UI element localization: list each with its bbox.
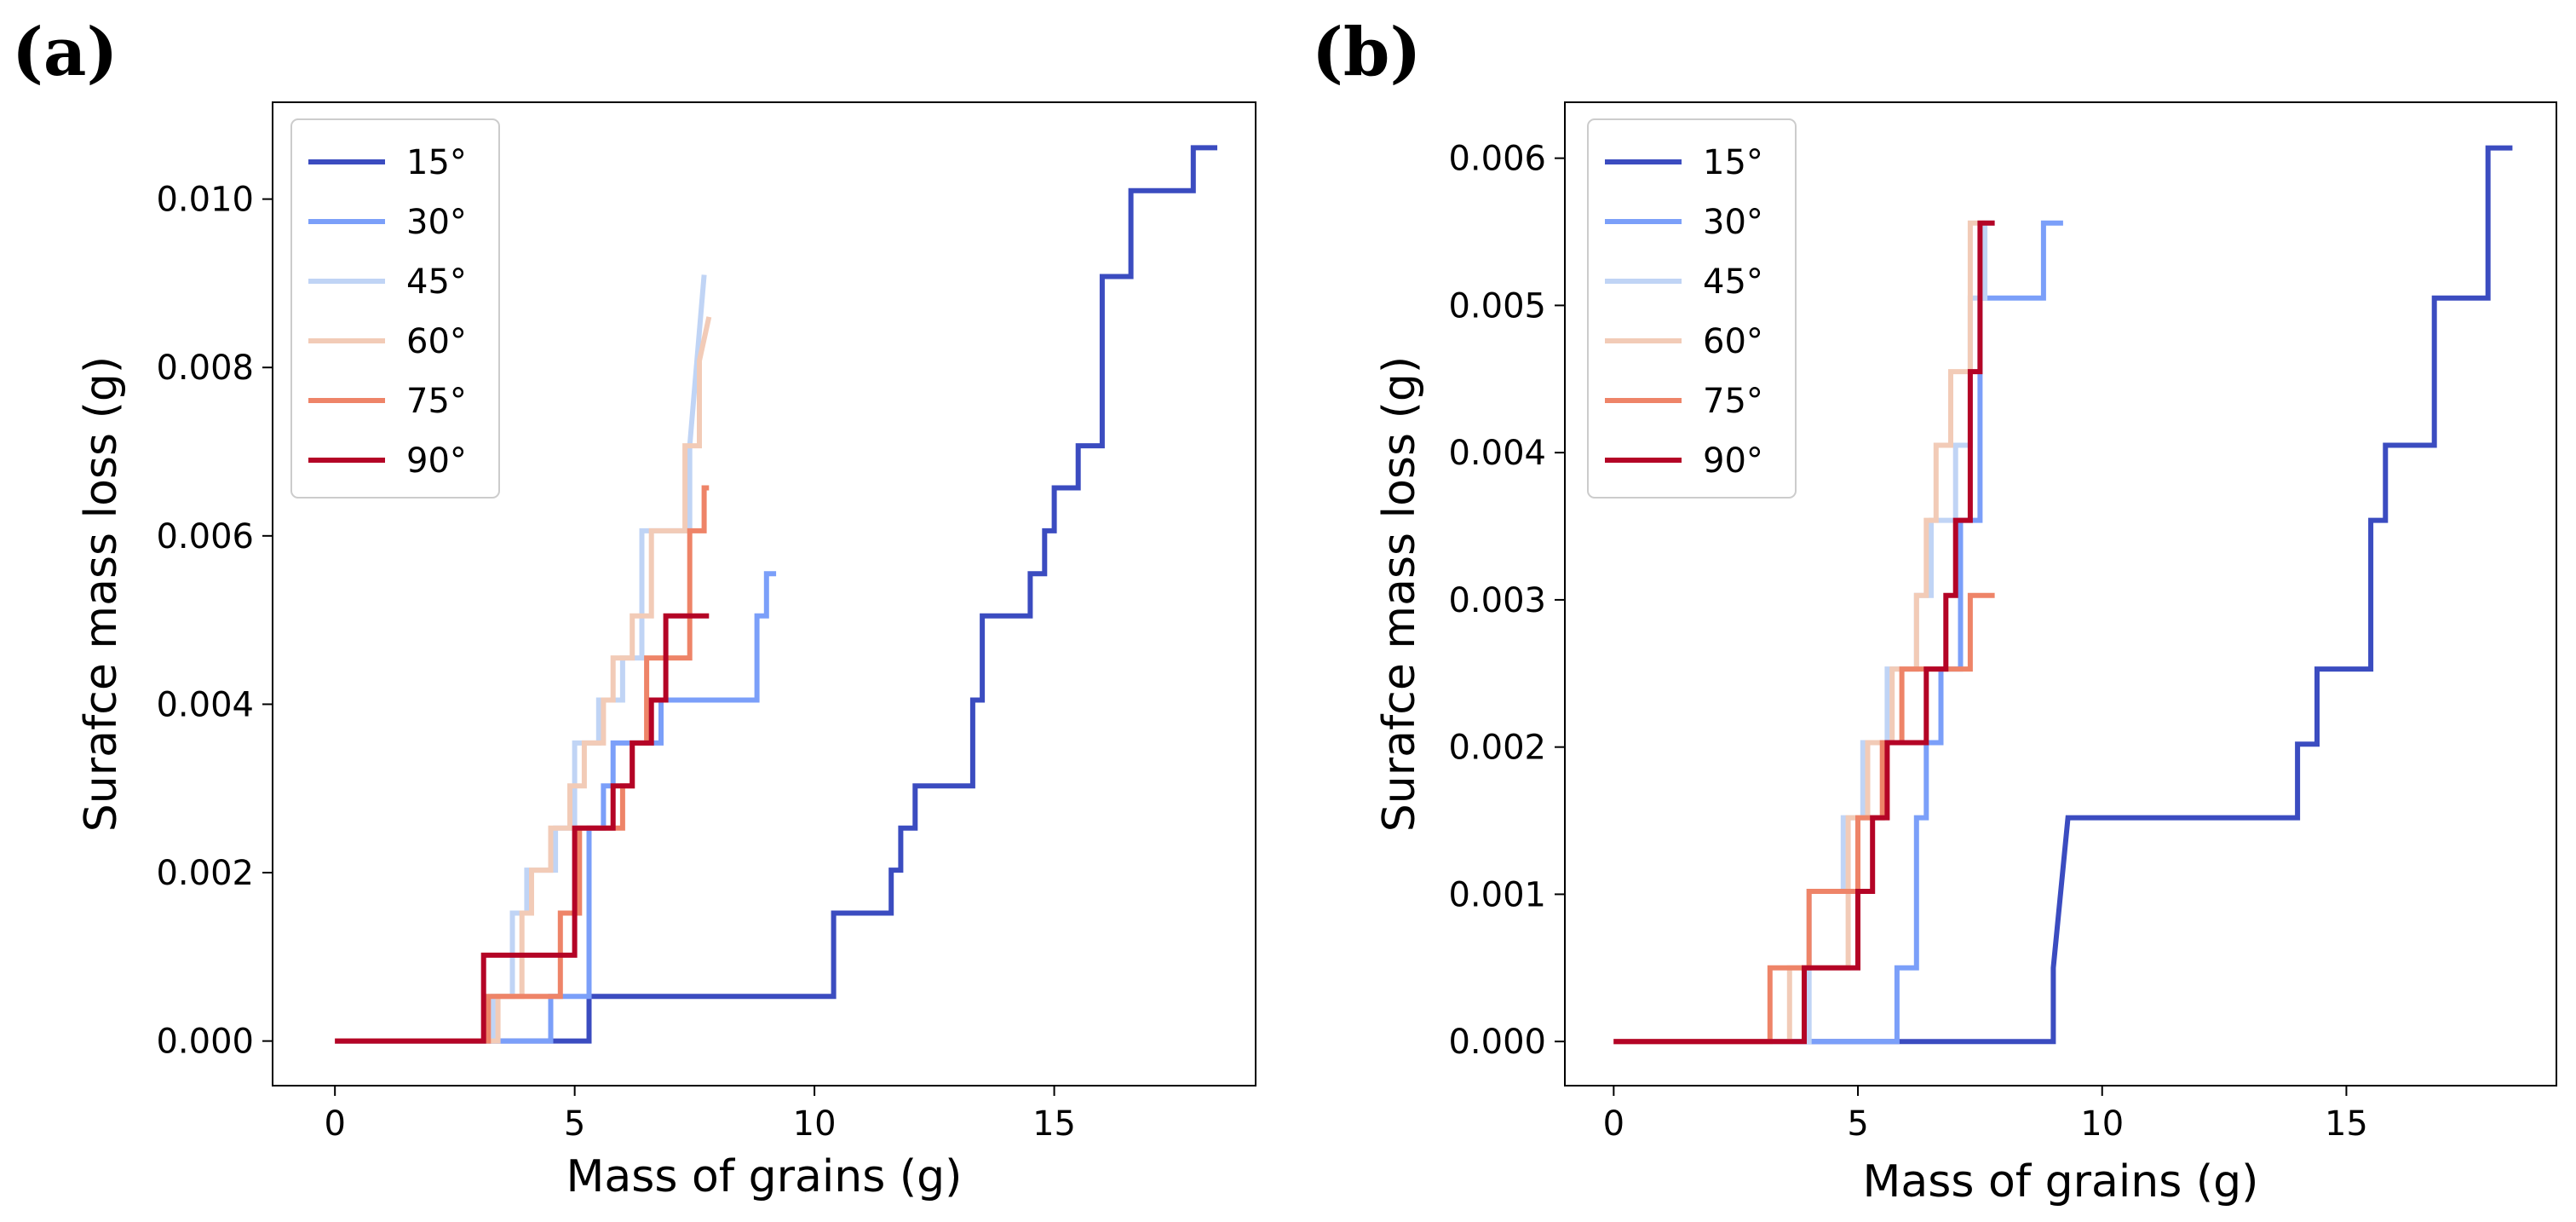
panel-b-legend-label-1: 30° [1703,203,1763,242]
panel-a-legend-label-5: 90° [406,441,467,481]
panel-b-series-0-line [1613,145,2513,1045]
panel-b-x-tick-label-0: 0 [1603,1104,1624,1144]
panel-a-legend-label-4: 75° [406,382,467,421]
panel-a-series-1-line [335,571,777,1044]
panel-b-series-5-line [1613,220,1995,1045]
panel-b-y-tick-label-5: 0.005 [1448,286,1546,326]
panel-a-legend-label-0: 15° [406,143,467,182]
panel-a-legend-label-1: 30° [406,203,467,242]
panel-b-legend-label-5: 90° [1703,441,1763,481]
panel-b-legend-label-3: 60° [1703,322,1763,361]
panel-a-legend: 15° 30° 45° 60° 75° 90° [290,118,500,499]
panel-a-x-tick-label-1: 5 [564,1104,585,1144]
panel-a-y-tick-label-3: 0.006 [156,517,254,556]
panel-b-legend-box [1587,118,1797,499]
panel-a-x-tick-label-0: 0 [324,1104,345,1144]
panel-b-y-ticks: 0.000 0.001 0.002 0.003 0.004 0.005 0.006 [1448,140,1565,1062]
panel-a-x-axis-title: Mass of grains (g) [566,1151,963,1202]
panel-b-label: (b) [1312,14,1421,91]
panel-a-y-tick-label-5: 0.010 [156,181,254,220]
panel-b-legend-label-0: 15° [1703,143,1763,182]
panel-b-series-layer [1613,145,2513,1045]
panel-a-series-5-line [335,613,710,1044]
panel-b-x-tick-label-3: 15 [2325,1104,2368,1144]
panel-b-x-axis-title: Mass of grains (g) [1863,1156,2259,1208]
panel-b-x-tick-label-1: 5 [1847,1104,1868,1144]
panel-b-y-axis-title: Surafce mass loss (g) [1374,356,1425,832]
panel-a-x-ticks: 0 5 10 15 [324,1086,1076,1144]
panel-a-series-layer [335,145,1217,1044]
panel-b-y-tick-label-1: 0.001 [1448,875,1546,914]
panel-a: (a) 0 5 10 15 0.000 0.002 0.004 0.006 0.008 0.01… [12,14,1256,1202]
panel-a-series-0-line [335,145,1217,1044]
panel-a-legend-box [290,118,500,499]
panel-a-legend-label-3: 60° [406,322,467,361]
panel-b-y-tick-label-2: 0.002 [1448,729,1546,768]
panel-a-x-tick-label-3: 15 [1032,1104,1076,1144]
panel-b-y-tick-label-3: 0.003 [1448,581,1546,620]
panel-a-y-ticks: 0.000 0.002 0.004 0.006 0.008 0.010 [156,181,273,1062]
panel-b-legend-label-2: 45° [1703,262,1763,302]
panel-a-y-tick-label-4: 0.008 [156,349,254,388]
panel-b-y-tick-label-0: 0.000 [1448,1023,1546,1062]
panel-b-x-tick-label-2: 10 [2080,1104,2124,1144]
panel-a-y-tick-label-1: 0.002 [156,854,254,893]
panel-b-plot-frame [1564,101,2557,1087]
panel-a-plot-frame [272,101,1256,1087]
panel-b-y-tick-label-6: 0.006 [1448,140,1546,179]
panel-a-y-tick-label-0: 0.000 [156,1023,254,1062]
panel-b-x-ticks: 0 5 10 15 [1603,1086,2368,1144]
panel-a-label: (a) [12,14,118,91]
panel-b-legend-label-4: 75° [1703,382,1763,421]
panel-a-legend-label-2: 45° [406,262,467,302]
panel-b: (b) 0 5 10 15 0.0000.0010.0020.0030.0040.00… [1312,14,2557,1208]
panel-b-y-tick-label-4: 0.004 [1448,434,1546,473]
panel-a-x-tick-label-2: 10 [793,1104,837,1144]
panel-a-y-tick-label-2: 0.004 [156,685,254,724]
panel-a-y-axis-title: Surafce mass loss (g) [76,356,127,832]
panel-a-series-3-line [335,316,712,1044]
panel-b-legend: 15° 30° 45° 60° 75° 90° [1587,118,1797,499]
